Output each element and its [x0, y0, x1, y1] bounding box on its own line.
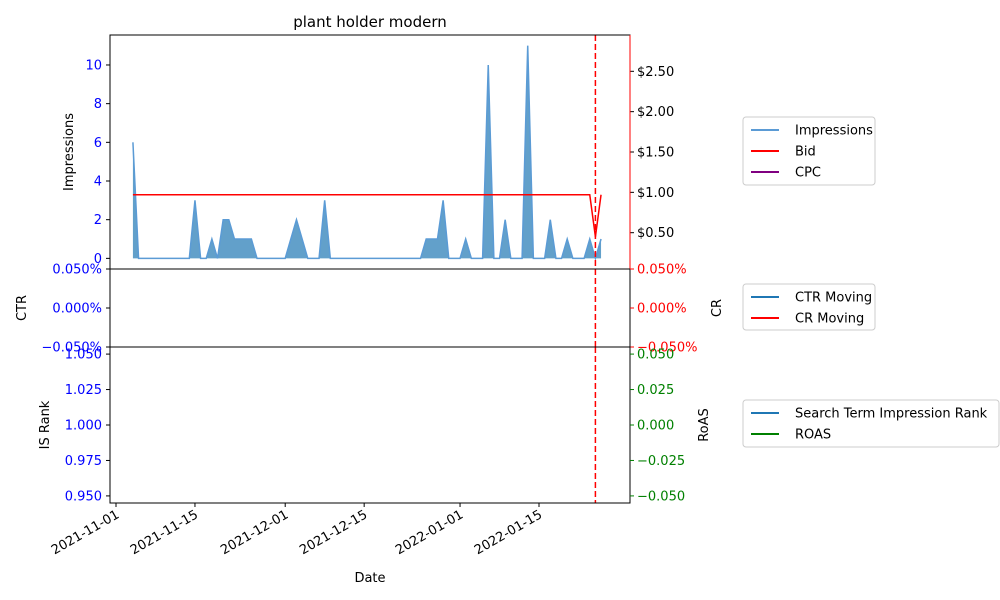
y-tick-label: 0.050: [637, 348, 674, 363]
is-rank-y-ticks: 0.950 0.975 1.000 1.025 1.050: [65, 348, 110, 504]
impressions-y-ticks: 0 2 4 6 8 10: [85, 58, 110, 267]
roas-axis-label: RoAS: [697, 408, 712, 442]
impressions-series: [132, 45, 602, 262]
ctr-axis-label: CTR: [15, 295, 30, 321]
y-tick-label: 0.950: [65, 489, 102, 504]
legend-label: CPC: [795, 166, 821, 181]
legend-label: Impressions: [795, 124, 873, 139]
bid-y-ticks: $0.50 $1.00 $1.50 $2.00 $2.50: [630, 65, 674, 241]
y-tick-label: −0.050: [637, 489, 685, 504]
x-tick-label: 2021-11-15: [128, 507, 201, 558]
y-tick-label: −0.025: [637, 454, 685, 469]
ctr-panel: −0.050%0.000%0.050% −0.050%0.000%0.050% …: [15, 263, 725, 356]
legend-label: Bid: [795, 145, 816, 160]
legend-frame: [742, 116, 876, 186]
x-tick-label: 2021-12-15: [297, 507, 370, 558]
date-x-ticks: 2021-11-01 2021-11-15 2021-12-01 2021-12-15…: [49, 503, 545, 558]
y-tick-label: 6: [94, 136, 102, 151]
bid-series: [132, 194, 602, 237]
y-tick-label: $0.50: [637, 226, 674, 241]
bid-line: [132, 194, 602, 237]
y-tick-label: 1.000: [65, 419, 102, 434]
y-tick-label: 10: [85, 58, 102, 73]
date-axis-label: Date: [354, 571, 385, 586]
y-tick-label: 4: [94, 175, 102, 190]
y-tick-label: −0.050%: [637, 341, 697, 356]
y-tick-label: 0.000%: [637, 302, 687, 317]
cr-axis-label: CR: [710, 299, 725, 317]
y-tick-label: 0.050%: [637, 263, 687, 278]
ctr-y-ticks: −0.050% 0.000% 0.050%: [42, 263, 110, 356]
cr-y-ticks: −0.050% 0.000% 0.050%: [630, 263, 697, 356]
y-tick-label: 0: [94, 252, 102, 267]
legend-frame: [742, 399, 1000, 448]
y-tick-label: $2.50: [637, 65, 674, 80]
y-tick-label: $1.00: [637, 186, 674, 201]
is-rank-axis-label: IS Rank: [38, 400, 53, 449]
y-tick-label: $2.00: [637, 105, 674, 120]
y-tick-label: 0.000: [637, 419, 674, 434]
impressions-axis-label: Impressions: [62, 113, 77, 191]
y-tick-label: 1.025: [65, 383, 102, 398]
x-tick-label: 2021-12-01: [218, 507, 291, 558]
y-tick-label: 0.050%: [52, 263, 102, 278]
legend-label: CR Moving: [795, 312, 864, 327]
rank-panel: 0.950 0.975 1.000 1.025 1.050 −0.050 −0.025 0.…: [38, 346, 712, 586]
rank-axes-frame: [109, 346, 631, 504]
impressions-panel: plant holder modern 0 2 4 6 8 10 $0.50 $1.00 $1…: [62, 13, 674, 270]
x-tick-label: 2022-01-15: [472, 507, 545, 558]
y-tick-label: 0.000%: [52, 302, 102, 317]
y-tick-label: 2: [94, 213, 102, 228]
x-tick-label: 2022-01-01: [393, 507, 466, 558]
legend-rank: Search Term Impression Rank ROAS: [742, 399, 1000, 448]
chart-title: plant holder modern: [293, 13, 447, 31]
y-tick-label: 1.050: [65, 348, 102, 363]
legend-label: ROAS: [795, 428, 831, 443]
y-tick-label: 0.975: [65, 454, 102, 469]
legend-label: Search Term Impression Rank: [795, 407, 988, 422]
y-tick-label: 8: [94, 97, 102, 112]
legend-ctr: CTR Moving CR Moving: [742, 283, 876, 331]
roas-y-ticks: −0.050 −0.025 0.000 0.025 0.050: [630, 348, 685, 504]
ctr-axes-frame: [109, 268, 631, 348]
impressions-line: [132, 45, 602, 262]
y-tick-label: $1.50: [637, 146, 674, 161]
y-tick-label: −0.050%: [42, 341, 102, 356]
y-tick-label: 0.025: [637, 383, 674, 398]
legend-label: CTR Moving: [795, 291, 872, 306]
legend-impressions: Impressions Bid CPC: [742, 116, 876, 186]
x-tick-label: 2021-11-01: [49, 507, 122, 558]
